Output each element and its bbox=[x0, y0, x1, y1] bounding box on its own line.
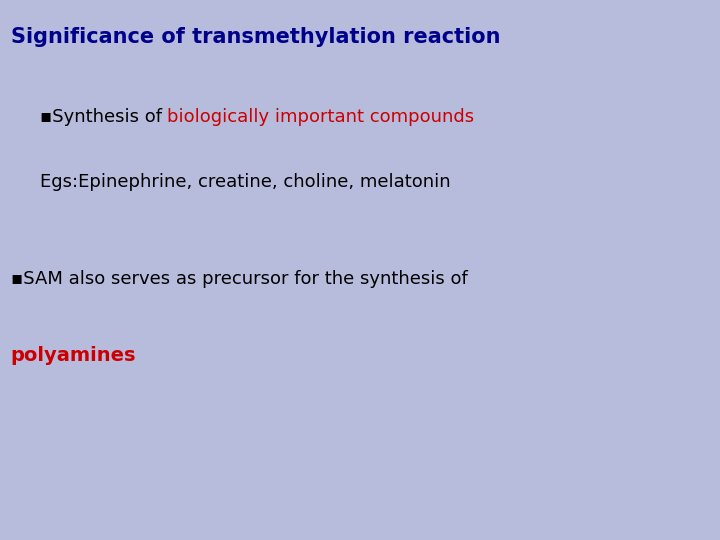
Text: ▪Synthesis of: ▪Synthesis of bbox=[40, 108, 167, 126]
Text: polyamines: polyamines bbox=[11, 346, 136, 365]
Text: biologically important compounds: biologically important compounds bbox=[167, 108, 474, 126]
Text: Significance of transmethylation reaction: Significance of transmethylation reactio… bbox=[11, 27, 500, 47]
Text: ▪SAM also serves as precursor for the synthesis of: ▪SAM also serves as precursor for the sy… bbox=[11, 270, 467, 288]
Text: Egs:Epinephrine, creatine, choline, melatonin: Egs:Epinephrine, creatine, choline, mela… bbox=[40, 173, 450, 191]
